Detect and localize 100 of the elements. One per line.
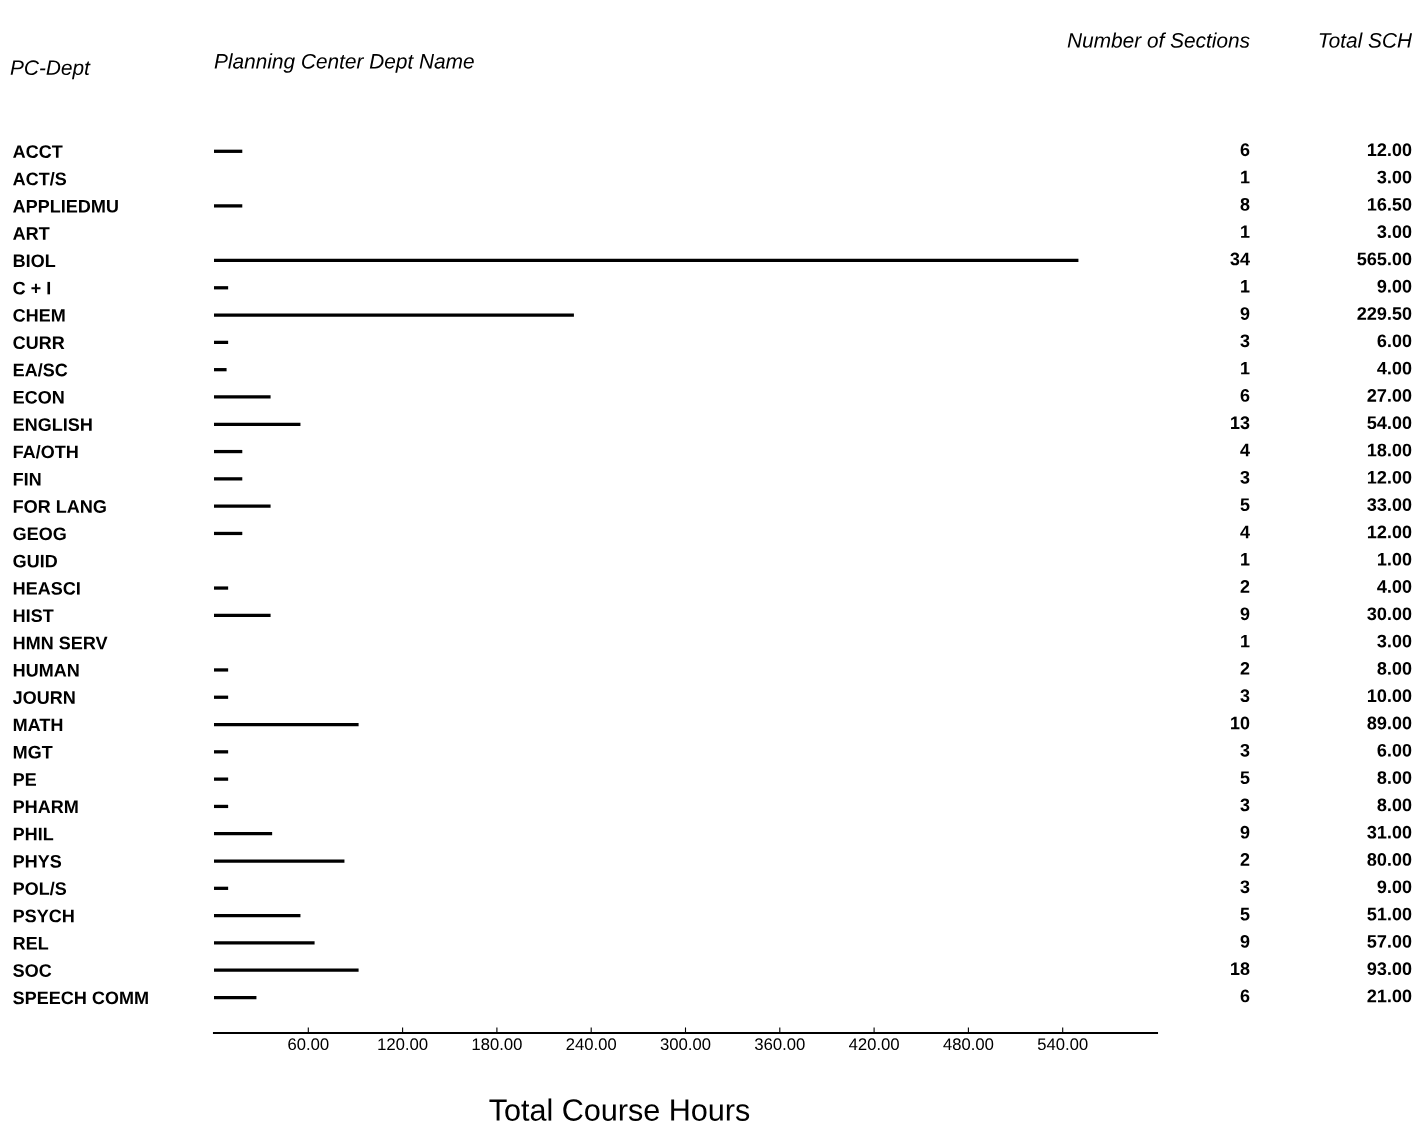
y-tick-label: PHYS — [13, 854, 62, 868]
y-tick-label: PHARM — [13, 800, 78, 813]
y-tick-label: REL — [13, 937, 49, 950]
bar — [214, 449, 243, 454]
data-label: 12.00 — [1367, 143, 1412, 157]
bar — [214, 340, 229, 345]
y-tick-label: CURR — [13, 336, 65, 350]
data-label: 12.00 — [1367, 470, 1412, 484]
data-label: 6.00 — [1377, 334, 1412, 348]
y-tick-label: CHEM — [13, 309, 65, 322]
bar — [214, 313, 574, 317]
x-tick-label: 240.00 — [566, 1038, 617, 1051]
data-label: 5 — [1240, 907, 1250, 921]
y-tick-label: GUID — [13, 554, 57, 568]
data-label: 1 — [1241, 170, 1250, 184]
data-label: 3.00 — [1377, 170, 1412, 184]
bar — [214, 804, 229, 809]
y-tick-label: MGT — [13, 745, 53, 759]
data-label: 3 — [1240, 743, 1250, 757]
data-label: 6 — [1240, 389, 1250, 402]
data-label: 9.00 — [1377, 279, 1412, 293]
x-tick-label: 420.00 — [849, 1038, 899, 1051]
data-label: 5 — [1240, 771, 1250, 784]
y-tick-label: HIST — [13, 609, 54, 623]
data-label: 3.00 — [1377, 634, 1412, 648]
data-label: 8 — [1240, 197, 1250, 211]
bar — [214, 422, 301, 426]
data-label: 51.00 — [1367, 907, 1412, 921]
bar — [214, 204, 243, 208]
bar — [214, 395, 271, 399]
y-tick-label: PHIL — [13, 827, 54, 841]
data-label: 27.00 — [1367, 389, 1412, 402]
x-tick-label: 180.00 — [472, 1038, 522, 1051]
data-label: 12.00 — [1367, 525, 1412, 539]
data-label: 18 — [1231, 962, 1250, 976]
chart-title: Planning Center Dept Name — [214, 53, 474, 73]
bar — [214, 859, 345, 863]
x-tick-label: 120.00 — [378, 1038, 428, 1051]
y-tick-label: EA/SC — [13, 363, 68, 377]
y-tick-label: FOR LANG — [13, 500, 106, 513]
y-tick-label: GEOG — [13, 527, 66, 541]
data-label: 9.00 — [1377, 880, 1412, 894]
bar — [214, 368, 227, 372]
data-label: 1 — [1241, 225, 1250, 238]
bar — [214, 695, 229, 699]
bar — [214, 613, 271, 617]
y-tick-label: FIN — [13, 472, 41, 486]
y-axis-title: PC-Dept — [10, 60, 91, 80]
y-tick-label: HMN SERV — [13, 636, 108, 650]
bar — [214, 913, 301, 918]
y-tick-label: BIOL — [13, 254, 56, 268]
bar — [214, 941, 315, 945]
y-tick-label: PE — [13, 773, 36, 786]
data-label: 89.00 — [1367, 716, 1412, 730]
data-label: 34 — [1230, 252, 1250, 266]
bar — [214, 968, 359, 972]
data-label: 6 — [1240, 989, 1250, 1003]
bar — [214, 995, 257, 1000]
data-label: 9 — [1240, 607, 1250, 621]
y-tick-label: SOC — [13, 964, 52, 977]
data-label: 1 — [1241, 361, 1250, 375]
data-label: 54.00 — [1367, 416, 1412, 430]
bar — [214, 586, 229, 590]
bar — [214, 477, 243, 481]
y-tick-label: ENGLISH — [13, 418, 92, 431]
data-label: 4 — [1240, 443, 1250, 457]
data-label: 1.00 — [1378, 552, 1412, 566]
bar — [214, 531, 243, 536]
data-label: 1 — [1241, 280, 1250, 293]
data-label: 2 — [1240, 580, 1250, 593]
y-tick-label: FA/OTH — [13, 445, 78, 459]
y-tick-label: POL/S — [13, 881, 67, 896]
data-label: 3 — [1240, 470, 1250, 484]
y-tick-label: HUMAN — [13, 664, 79, 677]
data-label: 4 — [1240, 525, 1250, 539]
x-tick-label: 480.00 — [943, 1038, 994, 1051]
bar — [214, 750, 229, 754]
data-label: 16.50 — [1367, 197, 1412, 211]
x-tick-label: 300.00 — [660, 1038, 711, 1051]
bar — [214, 258, 1079, 263]
y-tick-label: ART — [13, 227, 50, 240]
y-tick-label: APPLIEDMU — [13, 200, 118, 213]
data-label: 18.00 — [1367, 443, 1412, 457]
data-label: 3 — [1240, 689, 1250, 703]
bar — [214, 832, 273, 836]
data-label: 3 — [1240, 880, 1250, 894]
data-label: 80.00 — [1367, 853, 1412, 866]
data-label: 6.00 — [1377, 743, 1412, 757]
data-label: 9 — [1240, 825, 1250, 839]
data-label: 8.00 — [1377, 771, 1412, 784]
data-label: 229.50 — [1357, 307, 1412, 320]
bar — [214, 722, 359, 727]
y-tick-label: ACCT — [13, 145, 63, 159]
data-label: 13 — [1231, 416, 1250, 430]
x-tick-label: 360.00 — [754, 1038, 805, 1051]
data-label: 3 — [1240, 798, 1250, 812]
y-tick-label: HEASCI — [13, 581, 80, 595]
bar — [214, 504, 271, 508]
data-label: 57.00 — [1367, 934, 1412, 948]
data-label: 30.00 — [1367, 607, 1412, 621]
